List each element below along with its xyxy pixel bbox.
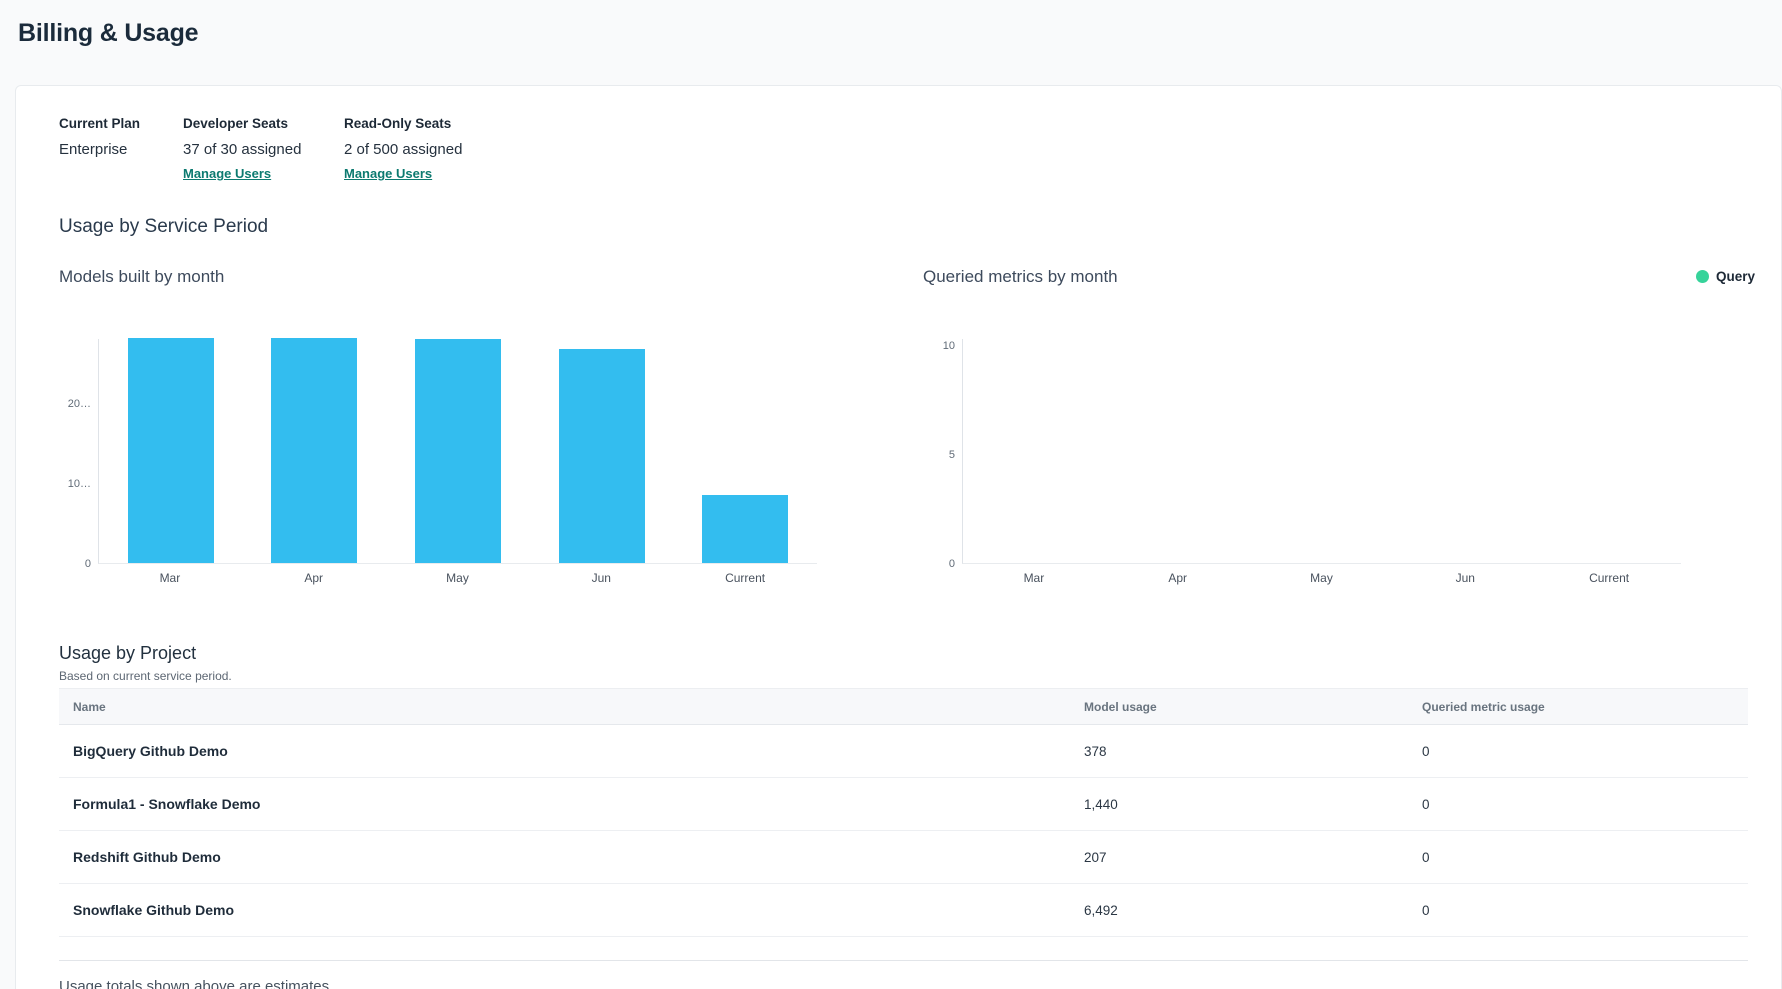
bar-slot [1107,339,1251,563]
x-axis-labels: Mar Apr May Jun Current [923,570,1681,586]
queried-metric-usage-cell: 0 [1422,849,1430,865]
queried-metric-usage-cell: 0 [1422,902,1430,918]
table-row: Formula1 - Snowflake Demo 1,440 0 [59,778,1748,831]
x-axis-label: Jun [591,571,611,585]
table-row: BigQuery Github Demo 378 0 [59,725,1748,778]
charts-row: Models built by month 0 10… 20… Mar Apr May Jun… [59,266,1781,586]
queried-metric-usage-cell: 0 [1422,743,1430,759]
y-tick-label: 10… [67,478,91,490]
plan-label: Read-Only Seats [344,116,452,131]
plan-value: Enterprise [59,141,128,158]
plot-area [962,339,1681,564]
column-header-model-usage: Model usage [1084,699,1157,714]
table-header-row: Name Model usage Queried metric usage [59,688,1748,725]
x-axis-label: Mar [1023,571,1045,585]
chart-legend[interactable]: Query [1695,266,1755,284]
usage-by-project-subtitle: Based on current service period. [59,669,232,683]
manage-users-link[interactable]: Manage Users [344,166,433,181]
plan-label: Current Plan [59,116,141,131]
manage-users-link[interactable]: Manage Users [183,166,272,181]
plan-value: 2 of 500 assigned [344,141,463,158]
bar-slot [243,338,387,563]
chart-title: Models built by month [59,267,225,286]
column-header-name: Name [73,699,106,714]
y-tick-label: 20… [67,398,91,410]
x-axis-label: Apr [1168,571,1188,585]
billing-card: Current Plan Enterprise Developer Seats 37 … [15,85,1782,989]
plan-column-developer-seats: Developer Seats 37 of 30 assigned Manage U… [183,116,344,182]
y-tick-label: 5 [948,448,955,461]
model-usage-cell: 6,492 [1084,902,1118,918]
chart-models-built-by-month: Models built by month 0 10… 20… Mar Apr May Jun… [59,266,817,586]
bar-slot [963,339,1107,563]
x-axis-labels: Mar Apr May Jun Current [59,570,817,586]
plan-value: 37 of 30 assigned [183,141,302,158]
project-name-cell: Formula1 - Snowflake Demo [73,796,261,812]
bar-apr [271,338,358,563]
x-axis-label: Current [1589,571,1630,585]
plan-label: Developer Seats [183,116,289,131]
x-axis-label: Current [725,571,766,585]
x-axis-label: Jun [1455,571,1475,585]
model-usage-cell: 378 [1084,743,1107,759]
usage-table: Name Model usage Queried metric usage BigQu… [59,688,1748,937]
plan-column-current-plan: Current Plan Enterprise [59,116,183,182]
query-legend-label: Query [1715,269,1755,284]
usage-by-project-heading: Usage by Project [59,643,197,663]
plan-summary: Current Plan Enterprise Developer Seats 37 … [59,116,1781,182]
bar-slot [1394,339,1538,563]
bar-current [702,494,789,563]
y-tick-label: 0 [948,558,955,570]
model-usage-cell: 1,440 [1084,796,1118,812]
bar-slot [1537,339,1681,563]
queried-metric-usage-cell: 0 [1422,796,1430,812]
column-header-queried-metric-usage: Queried metric usage [1422,699,1545,714]
project-name-cell: BigQuery Github Demo [73,743,228,759]
x-axis-label: Mar [159,571,181,585]
bar-jun [558,349,645,563]
project-name-cell: Redshift Github Demo [73,849,221,865]
model-usage-cell: 207 [1084,849,1107,865]
plan-column-read-only-seats: Read-Only Seats 2 of 500 assigned Manage U… [344,116,462,182]
y-tick-label: 10 [942,339,955,352]
usage-by-service-period-heading: Usage by Service Period [59,216,269,237]
query-legend-dot [1695,270,1709,283]
chart-queried-metrics-by-month: Queried metrics by month 0 5 10 Mar Apr May Jun… [923,266,1681,586]
chart-title: Queried metrics by month [923,267,1118,286]
page-title: Billing & Usage [18,19,199,47]
usage-estimates-note: Usage totals shown above are estimates. [59,978,334,989]
bar-may [414,339,501,563]
footer-divider [59,960,1748,961]
bar-slot [530,339,674,563]
x-axis-label: May [1310,571,1333,585]
table-row: Snowflake Github Demo 6,492 0 [59,884,1748,937]
bar-mar [127,338,214,563]
bar-slot [386,339,530,563]
bar-slot [673,339,817,563]
project-name-cell: Snowflake Github Demo [73,902,235,918]
y-tick-label: 0 [84,558,91,570]
bar-slot [1250,339,1394,563]
plot-area [98,338,817,564]
bar-slot [99,338,243,563]
y-axis: 0 5 10 [923,339,962,570]
table-row: Redshift Github Demo 207 0 [59,831,1748,884]
x-axis-label: May [446,571,469,585]
y-axis: 0 10… 20… [59,339,98,570]
x-axis-label: Apr [304,571,324,585]
